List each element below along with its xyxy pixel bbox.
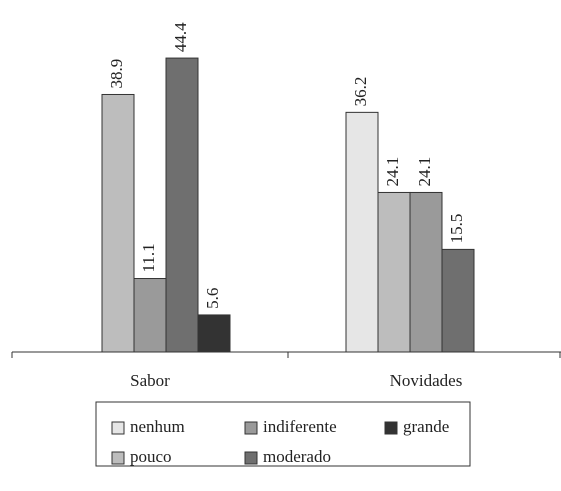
data-label: 15.5 bbox=[447, 214, 466, 244]
legend-swatch bbox=[244, 421, 258, 435]
data-label: 38.9 bbox=[107, 59, 126, 89]
data-label: 5.6 bbox=[203, 288, 222, 309]
data-label: 24.1 bbox=[415, 157, 434, 187]
legend-swatch bbox=[111, 421, 125, 435]
data-label: 11.1 bbox=[139, 243, 158, 272]
legend-box bbox=[95, 401, 471, 467]
x-tick-label: Sabor bbox=[130, 371, 170, 390]
legend-swatch bbox=[384, 421, 398, 435]
data-label: 44.4 bbox=[171, 22, 190, 52]
bar bbox=[197, 314, 231, 353]
bar bbox=[441, 248, 475, 353]
legend-label: indiferente bbox=[263, 417, 337, 436]
bar bbox=[345, 111, 379, 353]
legend-label: moderado bbox=[263, 447, 331, 466]
data-label: 24.1 bbox=[383, 157, 402, 187]
legend-label: nenhum bbox=[130, 417, 185, 436]
legend-swatch bbox=[111, 451, 125, 465]
bar bbox=[377, 191, 411, 353]
bar bbox=[101, 93, 135, 353]
bar bbox=[165, 57, 199, 353]
bar bbox=[409, 191, 443, 353]
legend-label: pouco bbox=[130, 447, 172, 466]
x-tick-label: Novidades bbox=[390, 371, 463, 390]
bar bbox=[133, 278, 167, 353]
legend-label: grande bbox=[403, 417, 449, 436]
legend-swatch bbox=[244, 451, 258, 465]
data-label: 36.2 bbox=[351, 77, 370, 107]
